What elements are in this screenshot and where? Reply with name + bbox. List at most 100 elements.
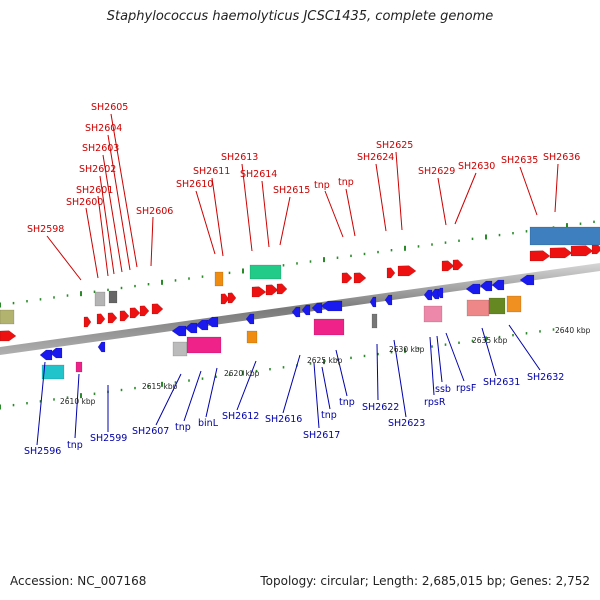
label-leader-line bbox=[481, 327, 497, 377]
gene-label-bottom: SH2599 bbox=[90, 433, 127, 444]
scale-labels: 2610 kbp 2615 kbp 2620 kbp 2625 kbp 2630… bbox=[60, 326, 591, 406]
gene-label-bottom: SH2622 bbox=[362, 402, 399, 413]
label-leader-line bbox=[393, 339, 407, 418]
reverse-gene-arrow bbox=[301, 304, 311, 316]
gene-label-bottom: SH2632 bbox=[527, 372, 564, 383]
label-leader-line bbox=[97, 195, 109, 277]
forward-gene-arrow bbox=[353, 272, 367, 284]
label-leader-line bbox=[150, 216, 154, 267]
gene-feature-block bbox=[41, 364, 65, 380]
bottom-gene-labels: SH2596 tnp SH2599 SH2607 tnp binL SH2612… bbox=[24, 372, 564, 457]
gene-feature-block bbox=[249, 264, 282, 280]
gene-label-bottom: tnp bbox=[321, 410, 337, 421]
reverse-gene-arrow bbox=[369, 296, 377, 308]
gene-feature-block bbox=[75, 361, 83, 373]
label-leader-line bbox=[345, 188, 356, 237]
gene-label-top: SH2613 bbox=[221, 152, 258, 163]
reverse-gene-arrow bbox=[49, 347, 63, 359]
label-leader-line bbox=[236, 360, 257, 411]
gene-feature-block bbox=[94, 291, 106, 307]
label-leader-line bbox=[36, 361, 46, 446]
reverse-gene-arrow bbox=[320, 300, 343, 312]
gene-feature-block bbox=[529, 226, 600, 246]
forward-gene-arrow bbox=[83, 316, 92, 328]
gene-label-top: SH2605 bbox=[91, 102, 128, 113]
gene-label-top: SH2614 bbox=[240, 169, 277, 180]
topology-text: Topology: circular; Length: 2,685,015 bp… bbox=[260, 574, 590, 588]
accession-text: Accession: NC_007168 bbox=[10, 574, 147, 588]
gene-label-top: SH2602 bbox=[79, 164, 116, 175]
forward-gene-arrow bbox=[227, 292, 237, 304]
forward-gene-arrow bbox=[220, 293, 230, 305]
gene-label-top: SH2606 bbox=[136, 206, 173, 217]
top-gene-labels: SH2598 SH2600 SH2601 SH2602 SH2603 SH260… bbox=[27, 102, 580, 235]
reverse-gene-arrow bbox=[291, 306, 301, 318]
reverse-gene-arrow bbox=[384, 294, 393, 306]
label-leader-line bbox=[454, 172, 477, 225]
scale-label: 2620 kbp bbox=[224, 369, 260, 378]
gene-label-bottom: ssb bbox=[435, 384, 451, 395]
gene-label-top: SH2629 bbox=[418, 166, 455, 177]
gene-label-top: SH2610 bbox=[176, 179, 213, 190]
label-leader-line bbox=[376, 343, 379, 401]
gene-feature-block bbox=[246, 330, 258, 344]
reverse-gene-arrow bbox=[195, 319, 209, 331]
reverse-gene-arrow bbox=[465, 283, 481, 295]
gene-label-bottom: tnp bbox=[67, 440, 83, 451]
label-leader-line bbox=[183, 370, 202, 422]
label-leader-lines bbox=[36, 113, 559, 446]
label-leader-line bbox=[74, 373, 80, 439]
label-leader-line bbox=[195, 190, 216, 255]
label-leader-line bbox=[241, 163, 253, 252]
gene-label-bottom: SH2631 bbox=[483, 377, 520, 388]
scale-label: 2615 kbp bbox=[142, 382, 178, 391]
forward-gene-arrow bbox=[397, 265, 417, 277]
gene-label-bottom: SH2612 bbox=[222, 411, 259, 422]
scale-label: 2635 kbp bbox=[472, 336, 508, 345]
gene-label-bottom: SH2623 bbox=[388, 418, 425, 429]
gene-label-bottom: SH2596 bbox=[24, 446, 61, 457]
reverse-gene-arrow bbox=[311, 302, 323, 314]
gene-label-bottom: tnp bbox=[339, 397, 355, 408]
label-leader-line bbox=[324, 190, 344, 238]
forward-gene-arrow bbox=[251, 286, 267, 298]
gene-label-top: SH2601 bbox=[76, 185, 113, 196]
reverse-gene-arrow bbox=[171, 325, 187, 337]
label-leader-line bbox=[102, 154, 123, 273]
reverse-gene-arrow bbox=[430, 288, 440, 300]
gene-feature-block bbox=[0, 309, 15, 325]
label-leader-line bbox=[110, 113, 138, 268]
label-leader-line bbox=[99, 175, 115, 275]
forward-gene-arrow bbox=[549, 247, 573, 259]
forward-gene-arrow bbox=[570, 245, 594, 257]
reverse-gene-arrow bbox=[97, 341, 106, 353]
label-leader-line bbox=[211, 177, 224, 257]
label-leader-line bbox=[508, 324, 541, 371]
gene-label-top: SH2635 bbox=[501, 155, 538, 166]
label-leader-line bbox=[335, 349, 348, 397]
gene-label-bottom: binL bbox=[198, 418, 219, 429]
scale-label: 2610 kbp bbox=[60, 397, 96, 406]
forward-gene-arrow bbox=[139, 305, 150, 317]
gene-label-top: SH2624 bbox=[357, 152, 394, 163]
label-leader-line bbox=[321, 366, 331, 410]
scale-label: 2640 kbp bbox=[555, 326, 591, 335]
reverse-gene-arrow bbox=[205, 316, 219, 328]
gene-feature-block bbox=[186, 336, 222, 354]
gene-label-top: SH2603 bbox=[82, 143, 119, 154]
label-leader-line bbox=[261, 180, 270, 248]
gene-label-top: SH2615 bbox=[273, 185, 310, 196]
gene-features bbox=[0, 226, 600, 380]
label-leader-line bbox=[313, 362, 320, 429]
forward-gene-arrow bbox=[341, 272, 353, 284]
reverse-gene-arrow bbox=[245, 313, 255, 325]
label-leader-line bbox=[375, 163, 387, 232]
reverse-gene-arrow bbox=[184, 322, 198, 334]
gene-label-top: tnp bbox=[314, 180, 330, 191]
label-leader-line bbox=[107, 134, 131, 271]
reverse-gene-arrow bbox=[519, 274, 535, 286]
reverse-gene-arrow bbox=[479, 280, 493, 292]
gene-label-top: SH2611 bbox=[193, 166, 230, 177]
reverse-gene-arrow bbox=[491, 279, 505, 291]
